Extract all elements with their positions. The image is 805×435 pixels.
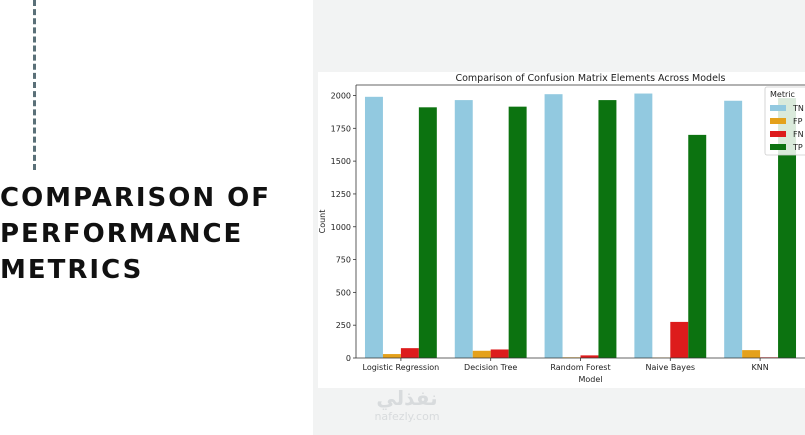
y-tick-label: 250 <box>336 321 351 330</box>
legend-title: Metric <box>770 90 795 99</box>
legend-swatch-fp <box>770 118 786 124</box>
bar-tn-2 <box>454 100 473 358</box>
bar-tp-4 <box>688 134 707 358</box>
legend-swatch-fn <box>770 131 786 137</box>
bar-tn-1 <box>364 96 383 358</box>
bar-fp-5 <box>742 350 761 358</box>
legend-label-tp: TP <box>792 143 803 152</box>
y-tick-label: 1000 <box>331 223 351 232</box>
x-tick-label: KNN <box>751 363 768 372</box>
legend-swatch-tn <box>770 105 786 111</box>
bar-tp-2 <box>508 106 527 358</box>
y-tick-label: 0 <box>346 354 351 363</box>
decorative-dashed-line <box>33 0 36 170</box>
bar-tp-5 <box>778 98 797 358</box>
legend-swatch-tp <box>770 144 786 150</box>
bar-fn-4 <box>670 321 689 358</box>
watermark-url: nafezly.com <box>374 410 440 423</box>
legend-label-fp: FP <box>793 117 803 126</box>
bar-fp-2 <box>472 350 491 358</box>
bar-fn-3 <box>580 355 599 358</box>
watermark: نفذلي nafezly.com <box>352 386 462 423</box>
slide-title: COMPARISON OF PERFORMANCE METRICS <box>0 183 272 285</box>
bar-fp-1 <box>382 354 401 358</box>
x-axis-label: Model <box>578 375 602 384</box>
y-tick-label: 500 <box>336 288 351 297</box>
y-tick-label: 1750 <box>331 124 351 133</box>
chart-image: Comparison of Confusion Matrix Elements … <box>318 72 805 388</box>
bar-chart: Comparison of Confusion Matrix Elements … <box>318 73 805 384</box>
bar-tp-3 <box>598 100 617 358</box>
legend-label-fn: FN <box>793 130 804 139</box>
x-tick-label: Random Forest <box>550 363 610 372</box>
bar-fn-1 <box>400 348 419 358</box>
y-tick-label: 1500 <box>331 157 351 166</box>
bar-tn-4 <box>634 93 653 358</box>
bar-tn-3 <box>544 94 563 358</box>
chart-title: Comparison of Confusion Matrix Elements … <box>455 73 725 84</box>
y-tick-label: 2000 <box>331 92 351 101</box>
x-tick-label: Naive Bayes <box>646 363 696 372</box>
bar-tp-1 <box>418 107 437 358</box>
bar-fn-2 <box>490 349 509 358</box>
bar-tn-5 <box>724 100 743 358</box>
x-tick-label: Decision Tree <box>464 363 517 372</box>
y-axis-label: Count <box>318 210 327 234</box>
y-tick-label: 1250 <box>331 190 351 199</box>
watermark-logo-text: نفذلي <box>376 386 438 410</box>
y-tick-label: 750 <box>336 256 351 265</box>
legend-label-tn: TN <box>792 104 804 113</box>
x-tick-label: Logistic Regression <box>363 363 440 372</box>
